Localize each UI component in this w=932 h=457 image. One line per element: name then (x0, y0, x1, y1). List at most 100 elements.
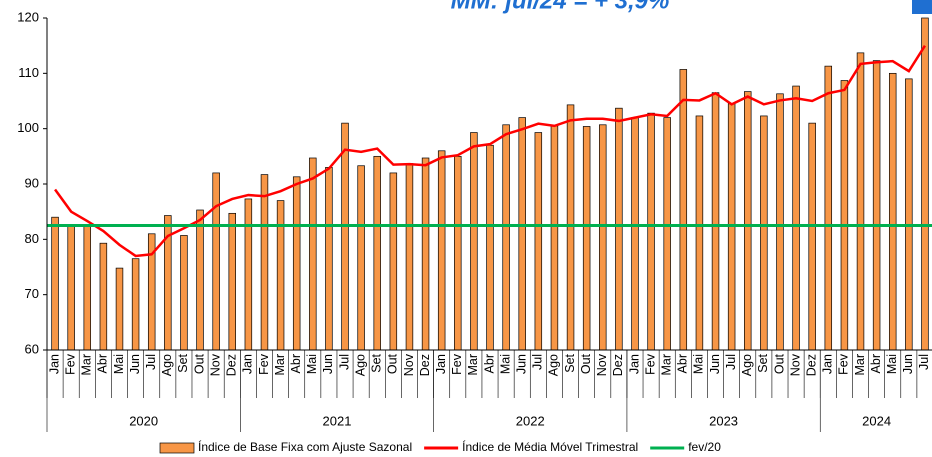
x-tick-label: Mai (692, 354, 706, 374)
bar (83, 225, 92, 351)
y-tick-label: 80 (25, 231, 39, 246)
bar (405, 163, 414, 351)
x-tick-label: Jun (901, 354, 915, 374)
bar (51, 216, 59, 351)
x-tick-label: Mar (273, 354, 287, 376)
bar (470, 132, 478, 351)
bar (695, 115, 704, 351)
x-tick-label: Ago (547, 354, 561, 376)
x-tick-label: Mai (885, 354, 899, 374)
bar (808, 122, 816, 351)
bar (389, 172, 398, 351)
x-tick-label: Jun (708, 354, 722, 374)
bar (131, 258, 140, 351)
x-tick-label: Dez (804, 354, 818, 376)
x-tick-label: Fev (837, 353, 851, 375)
bar (599, 124, 607, 351)
bar (212, 172, 220, 351)
bar (888, 72, 897, 351)
bar (115, 267, 124, 351)
bar (760, 115, 768, 351)
x-tick-label: Out (192, 353, 206, 374)
chart-title: MM: jul/24 = + 3,9% (451, 0, 670, 14)
bar (357, 165, 365, 351)
x-tick-label: Mai (498, 354, 512, 374)
x-tick-label: Nov (788, 353, 802, 376)
bar (872, 60, 881, 351)
bar (67, 225, 75, 351)
x-tick-label: Dez (225, 354, 239, 376)
x-tick-label: Jun (128, 354, 142, 374)
x-tick-label: Mar (466, 354, 480, 376)
bar (744, 91, 752, 351)
legend-label: Índice de Média Móvel Trimestral (462, 439, 638, 454)
bar (615, 107, 623, 351)
year-label: 2021 (323, 413, 352, 428)
x-tick-label: Mai (112, 354, 126, 374)
bar (180, 235, 188, 351)
x-tick-label: Out (772, 353, 786, 374)
bar (824, 65, 833, 351)
x-tick-label: Mar (80, 354, 94, 376)
x-tick-label: Mai (305, 354, 319, 374)
bar (325, 167, 333, 351)
bar (921, 17, 929, 351)
year-label: 2022 (516, 413, 545, 428)
y-tick-label: 60 (25, 341, 39, 356)
x-tick-label: Dez (418, 354, 432, 376)
bar (856, 52, 865, 351)
bar (679, 69, 688, 351)
bar (502, 124, 510, 351)
year-label: 2023 (709, 413, 738, 428)
x-tick-label: Fev (63, 353, 77, 375)
x-tick-label: Jan (821, 354, 835, 374)
x-tick-label: Fev (643, 353, 657, 375)
bar (421, 157, 430, 351)
bar (711, 92, 720, 351)
x-tick-label: Set (563, 353, 577, 372)
bar (454, 155, 462, 351)
y-tick-label: 90 (25, 175, 39, 190)
x-tick-label: Ago (353, 354, 367, 376)
bar (244, 198, 253, 351)
x-tick-label: Abr (96, 354, 110, 373)
bar (196, 209, 204, 351)
bar (486, 144, 494, 351)
bar (550, 125, 559, 351)
year-label: 2024 (862, 413, 891, 428)
legend-swatch (159, 442, 195, 454)
bar (905, 78, 913, 351)
x-tick-label: Set (370, 353, 384, 372)
x-tick-label: Abr (289, 354, 303, 373)
year-label: 2020 (129, 413, 158, 428)
bar (228, 212, 236, 351)
x-tick-label: Fev (450, 353, 464, 375)
x-tick-label: Nov (402, 353, 416, 376)
x-tick-label: Jan (627, 354, 641, 374)
x-tick-label: Mar (853, 354, 867, 376)
bar (792, 85, 800, 351)
bar (99, 242, 108, 351)
legend-label: fev/20 (688, 440, 721, 454)
bar (647, 112, 655, 351)
x-tick-label: Jan (434, 354, 448, 374)
y-tick-label: 70 (25, 286, 39, 301)
x-tick-label: Abr (676, 354, 690, 373)
bar (776, 93, 784, 351)
x-tick-label: Abr (482, 354, 496, 373)
x-tick-label: Mar (659, 354, 673, 376)
bar (292, 176, 301, 351)
legend-label: Índice de Base Fixa com Ajuste Sazonal (198, 439, 412, 454)
bar (309, 157, 317, 351)
bar (566, 104, 575, 351)
x-tick-label: Nov (208, 353, 222, 376)
y-tick-label: 100 (17, 120, 39, 135)
bar (437, 150, 446, 351)
x-tick-label: Nov (595, 353, 609, 376)
bar (840, 80, 849, 351)
x-tick-label: Ago (160, 354, 174, 376)
x-tick-label: Abr (869, 354, 883, 373)
bar (341, 122, 349, 351)
x-tick-label: Jan (47, 354, 61, 374)
